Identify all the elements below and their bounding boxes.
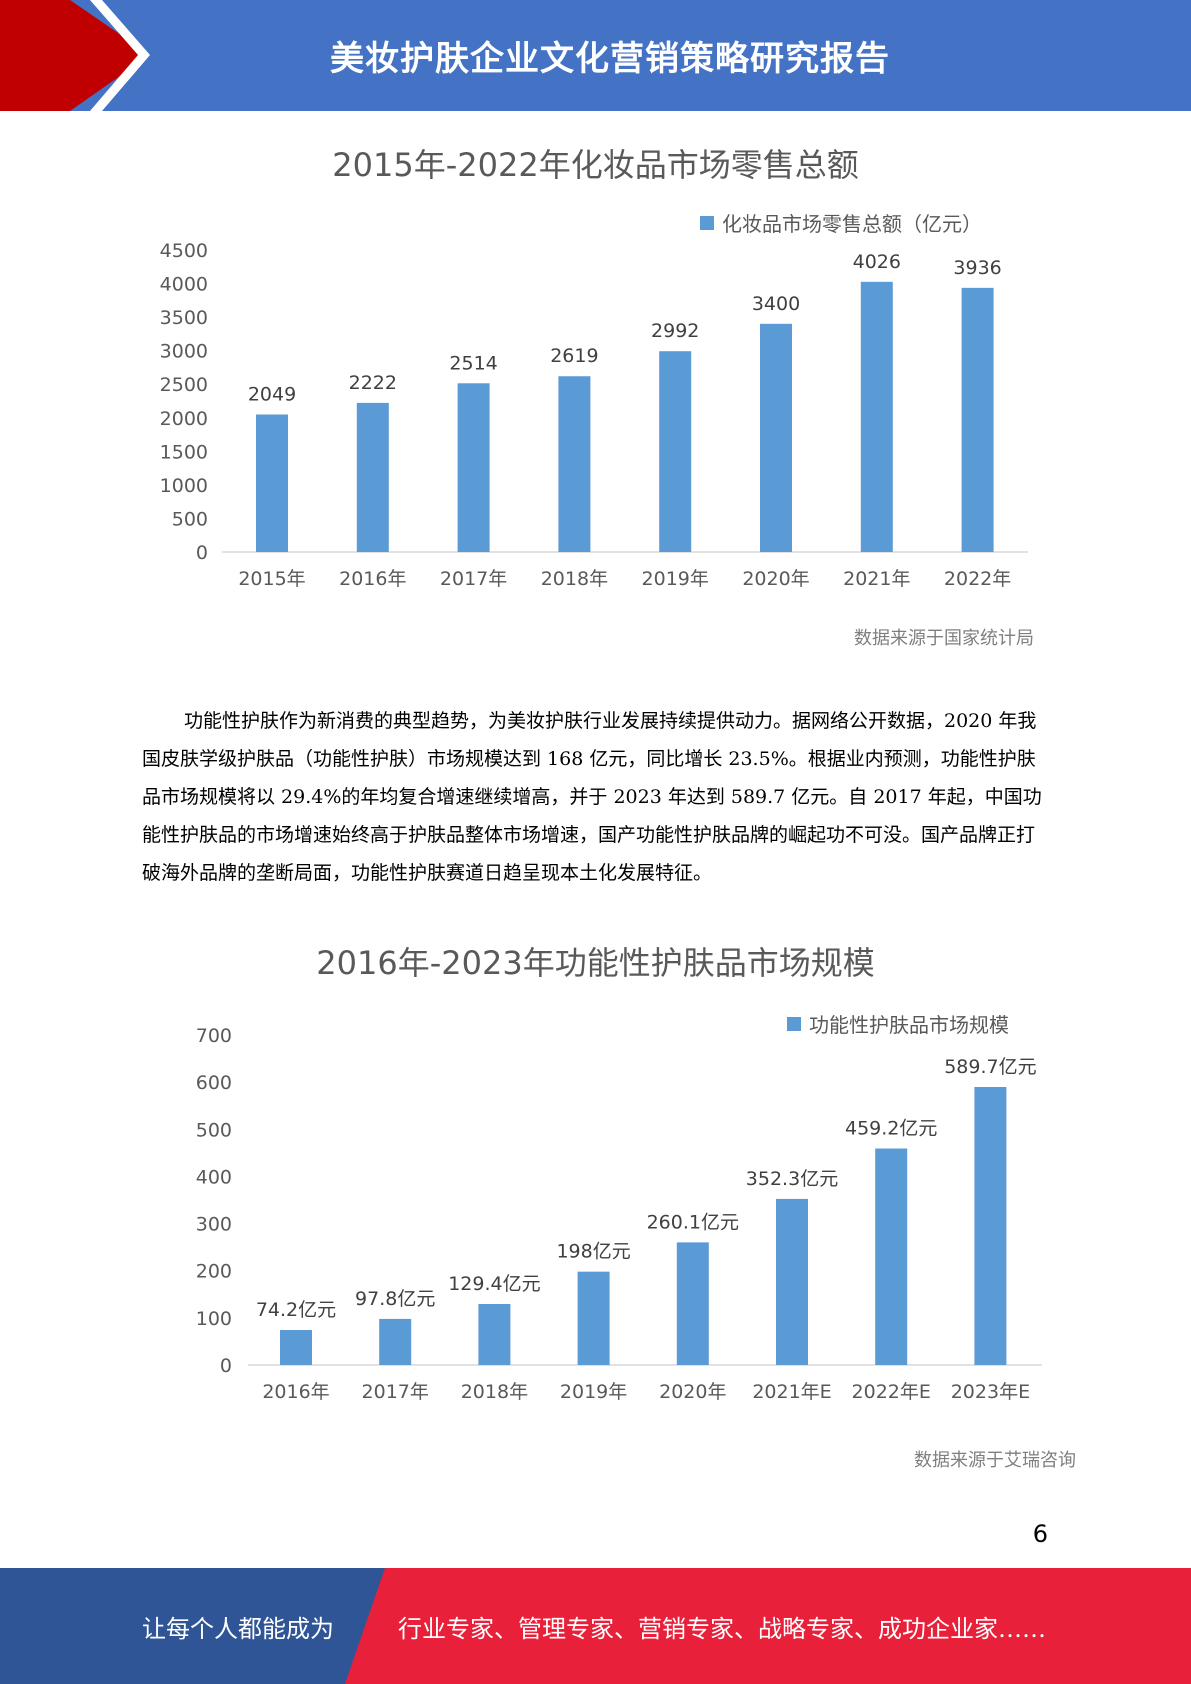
chart2-bar	[280, 1330, 312, 1365]
chart1-y-tick: 3000	[160, 341, 208, 363]
chart2-x-tick: 2018年	[461, 1381, 528, 1403]
chart1-y-tick: 1500	[160, 441, 208, 463]
chart2-bar	[974, 1086, 1007, 1365]
chart1-legend-label: 化妆品市场零售总额（亿元）	[722, 212, 982, 236]
page-footer: 让每个人都能成为 行业专家、管理专家、营销专家、战略专家、成功企业家……	[0, 1568, 1191, 1684]
chart2-data-label: 198亿元	[556, 1241, 630, 1263]
chart2-y-tick: 100	[196, 1308, 232, 1330]
chart2-data-label: 74.2亿元	[256, 1299, 336, 1321]
chart1-data-label: 3400	[752, 293, 800, 315]
chart1-x-tick: 2015年	[238, 568, 305, 590]
chart1-bar	[860, 281, 893, 552]
chart1-data-label: 2049	[248, 383, 296, 405]
chart1-x-tick: 2021年	[843, 568, 910, 590]
chart2-title: 2016年-2023年功能性护肤品市场规模	[316, 944, 875, 982]
chart2-bar	[875, 1148, 908, 1365]
footer-left-text: 让每个人都能成为	[142, 1614, 334, 1643]
chart2-y-tick: 400	[196, 1166, 232, 1188]
chart2-data-label: 260.1亿元	[647, 1211, 739, 1233]
header-arrow-icon	[0, 0, 150, 111]
chart2-data-label: 459.2亿元	[845, 1118, 937, 1140]
chart2-x-tick: 2022年E	[852, 1381, 931, 1403]
chart1-data-label: 2514	[449, 352, 497, 374]
page-header: 美妆护肤企业文化营销策略研究报告	[0, 0, 1191, 111]
chart2-data-label: 589.7亿元	[944, 1056, 1036, 1078]
chart1-y-tick: 2500	[160, 374, 208, 396]
chart2-legend-swatch	[787, 1016, 801, 1031]
chart2-x-tick: 2020年	[659, 1381, 726, 1403]
chart1-data-label: 3936	[953, 257, 1001, 279]
chart1-y-tick: 2000	[160, 408, 208, 430]
chart2-y-tick: 0	[220, 1355, 232, 1377]
chart1-y-tick: 4000	[160, 274, 208, 296]
chart2-x-tick: 2019年	[560, 1381, 627, 1403]
chart2-bar	[379, 1318, 412, 1365]
chart1-data-label: 2992	[651, 320, 699, 342]
chart1-x-tick: 2020年	[742, 568, 809, 590]
chart2-x-tick: 2023年E	[951, 1381, 1030, 1403]
chart1-bar	[659, 351, 692, 552]
footer-blue-band	[0, 1568, 385, 1684]
chart1-x-tick: 2022年	[944, 568, 1011, 590]
chart1-bar	[256, 414, 288, 552]
chart2-bar	[776, 1198, 808, 1365]
chart1-title: 2015年-2022年化妆品市场零售总额	[332, 146, 859, 184]
chart2-y-tick: 200	[196, 1261, 232, 1283]
chart1-bar	[457, 383, 490, 552]
chart1-legend: 化妆品市场零售总额（亿元）	[700, 208, 982, 237]
chart1-data-label: 2222	[349, 372, 397, 394]
chart2-legend-label: 功能性护肤品市场规模	[809, 1013, 1009, 1037]
chart1-legend-swatch	[700, 215, 714, 230]
chart2-x-tick: 2021年E	[752, 1381, 831, 1403]
body-paragraph: 功能性护肤作为新消费的典型趋势，为美妆护肤行业发展持续提供动力。据网络公开数据，…	[142, 710, 1042, 884]
chart1-x-tick: 2019年	[642, 568, 709, 590]
chart2-source: 数据来源于艾瑞咨询	[914, 1450, 1076, 1471]
chart1-data-label: 4026	[853, 251, 901, 273]
header-title: 美妆护肤企业文化营销策略研究报告	[330, 39, 890, 79]
chart2-y-tick: 600	[196, 1072, 232, 1094]
chart2-x-tick: 2017年	[362, 1381, 429, 1403]
chart2-data-label: 352.3亿元	[746, 1168, 838, 1190]
chart2-bar	[676, 1242, 709, 1365]
chart1-x-tick: 2018年	[541, 568, 608, 590]
page-number: 6	[1032, 1520, 1048, 1548]
chart2-y-tick: 300	[196, 1214, 232, 1236]
chart1-bar	[356, 402, 389, 552]
chart2-data-label: 97.8亿元	[355, 1288, 435, 1310]
chart1-data-label: 2619	[550, 345, 598, 367]
chart2-bar	[478, 1303, 511, 1365]
chart2-y-tick: 500	[196, 1119, 232, 1141]
footer-right-text: 行业专家、管理专家、营销专家、战略专家、成功企业家……	[398, 1614, 1046, 1643]
chart1-y-tick: 0	[196, 542, 208, 564]
chart1-y-tick: 500	[172, 508, 208, 530]
chart2-x-tick: 2016年	[262, 1381, 329, 1403]
chart1-source: 数据来源于国家统计局	[854, 628, 1034, 649]
chart1-y-tick: 4500	[160, 240, 208, 262]
chart2-legend: 功能性护肤品市场规模	[787, 1009, 1009, 1038]
chart1-bar	[558, 376, 591, 552]
chart1-x-tick: 2016年	[339, 568, 406, 590]
chart2-y-tick: 700	[196, 1025, 232, 1047]
chart1-bar	[961, 287, 994, 552]
chart2-bar	[577, 1271, 610, 1365]
chart1-x-tick: 2017年	[440, 568, 507, 590]
chart2-data-label: 129.4亿元	[448, 1273, 540, 1295]
chart1-y-tick: 3500	[160, 307, 208, 329]
chart1-y-tick: 1000	[160, 475, 208, 497]
chart1-bar	[760, 323, 792, 552]
